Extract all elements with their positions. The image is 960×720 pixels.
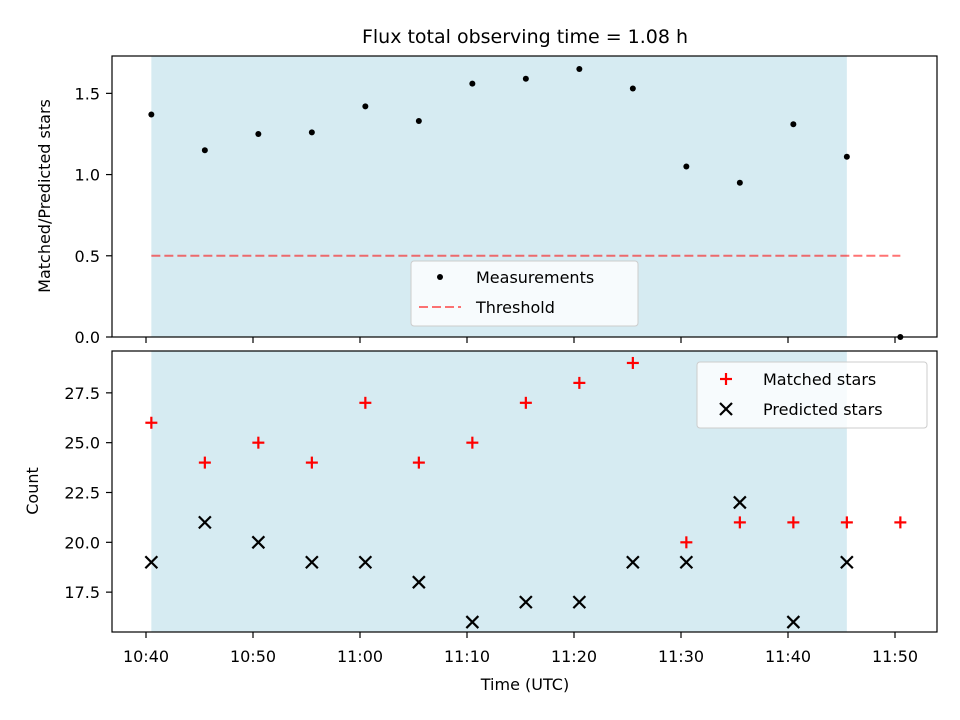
x-tick-label: 11:40 bbox=[765, 647, 811, 666]
legend-threshold-label: Threshold bbox=[475, 298, 555, 317]
measurements-point bbox=[843, 153, 850, 160]
predicted-stars-point bbox=[465, 615, 480, 629]
bottom-y-axis-label: Count bbox=[23, 467, 42, 515]
legend-matched-label: Matched stars bbox=[763, 370, 876, 389]
x-tick-label: 11:30 bbox=[658, 647, 704, 666]
y-tick-label: 0.0 bbox=[75, 328, 100, 347]
matched-stars-point bbox=[252, 436, 265, 449]
y-tick-label: 1.5 bbox=[75, 84, 100, 103]
legend-measurements-marker bbox=[437, 274, 443, 280]
matched-stars-point bbox=[305, 456, 318, 469]
predicted-stars-point bbox=[305, 555, 319, 570]
predicted-stars-point bbox=[144, 555, 159, 570]
matched-stars-point bbox=[519, 396, 532, 409]
matched-stars-point bbox=[466, 436, 479, 449]
predicted-stars-point bbox=[679, 555, 694, 570]
bottom-legend: Matched stars Predicted stars bbox=[696, 361, 928, 429]
matched-stars-point bbox=[198, 456, 211, 469]
predicted-stars-point bbox=[733, 495, 747, 510]
measurements-point bbox=[415, 117, 422, 124]
count-points bbox=[144, 356, 907, 629]
top-legend: Measurements Threshold bbox=[410, 260, 639, 327]
x-tick-label: 10:40 bbox=[123, 647, 169, 666]
x-tick-label: 10:50 bbox=[230, 647, 276, 666]
y-tick-label: 1.0 bbox=[75, 166, 100, 185]
measurements-point bbox=[790, 121, 797, 128]
top-panel: 0.0 0.5 1.0 1.5 Matched/Predicted stars Mea… bbox=[35, 55, 938, 347]
bottom-y-ticks: 17.5 20.0 22.5 25.0 27.5 bbox=[64, 384, 112, 602]
top-axes-frame bbox=[111, 55, 938, 338]
x-tick-label: 11:00 bbox=[337, 647, 383, 666]
predicted-stars-point bbox=[412, 575, 426, 589]
measurements-point bbox=[308, 129, 315, 136]
matched-stars-point bbox=[787, 516, 800, 529]
measurements-point bbox=[683, 163, 690, 170]
chart-title: Flux total observing time = 1.08 h bbox=[362, 26, 688, 48]
legend-predicted-marker bbox=[719, 402, 733, 416]
matched-stars-point bbox=[412, 456, 425, 469]
matched-stars-point bbox=[840, 516, 853, 529]
bottom-axes-frame bbox=[111, 350, 938, 633]
matched-stars-point bbox=[894, 516, 907, 529]
x-tick-label: 11:50 bbox=[872, 647, 918, 666]
legend-matched-marker bbox=[720, 373, 732, 385]
measurements-point bbox=[148, 111, 155, 118]
matched-stars-point bbox=[626, 356, 639, 369]
matched-stars-point bbox=[680, 536, 693, 549]
top-legend-box bbox=[410, 260, 639, 327]
measurements-point bbox=[469, 80, 476, 87]
measurements-point bbox=[629, 85, 636, 92]
bottom-x-ticks: 10:40 10:50 11:00 11:10 11:20 11:30 11:40 11:50 bbox=[123, 632, 918, 666]
bottom-panel: 17.5 20.0 22.5 25.0 27.5 10:40 10:50 11:00 11:1… bbox=[23, 350, 938, 694]
predicted-stars-point bbox=[519, 595, 533, 609]
predicted-stars-point bbox=[358, 555, 373, 570]
measurement-points bbox=[148, 65, 904, 340]
measurements-point bbox=[255, 130, 262, 137]
predicted-stars-point bbox=[626, 555, 640, 570]
x-tick-label: 11:20 bbox=[551, 647, 597, 666]
y-tick-label: 0.5 bbox=[75, 247, 100, 266]
top-x-ticks bbox=[145, 337, 896, 343]
x-tick-label: 11:10 bbox=[444, 647, 490, 666]
legend-predicted-label: Predicted stars bbox=[763, 400, 883, 419]
predicted-stars-point bbox=[572, 595, 587, 609]
matched-stars-point bbox=[733, 516, 746, 529]
predicted-stars-point bbox=[840, 555, 854, 570]
bottom-legend-box bbox=[696, 361, 928, 429]
top-y-ticks: 0.0 0.5 1.0 1.5 bbox=[75, 84, 112, 347]
measurements-point bbox=[201, 147, 208, 154]
predicted-stars-point bbox=[198, 515, 212, 530]
measurements-point bbox=[362, 103, 369, 110]
y-tick-label: 17.5 bbox=[64, 583, 100, 602]
x-axis-label: Time (UTC) bbox=[480, 675, 569, 694]
legend-measurements-label: Measurements bbox=[476, 268, 594, 287]
predicted-stars-point bbox=[251, 535, 266, 550]
measurements-point bbox=[522, 75, 529, 82]
measurements-point bbox=[736, 179, 743, 186]
y-tick-label: 20.0 bbox=[64, 533, 100, 552]
measurements-point bbox=[576, 65, 583, 72]
matched-stars-point bbox=[145, 416, 158, 429]
y-tick-label: 27.5 bbox=[64, 384, 100, 403]
predicted-stars-point bbox=[786, 615, 801, 629]
y-tick-label: 22.5 bbox=[64, 483, 100, 502]
y-tick-label: 25.0 bbox=[64, 434, 100, 453]
matched-stars-point bbox=[359, 396, 372, 409]
top-y-axis-label: Matched/Predicted stars bbox=[35, 99, 54, 293]
matched-stars-point bbox=[573, 376, 586, 389]
